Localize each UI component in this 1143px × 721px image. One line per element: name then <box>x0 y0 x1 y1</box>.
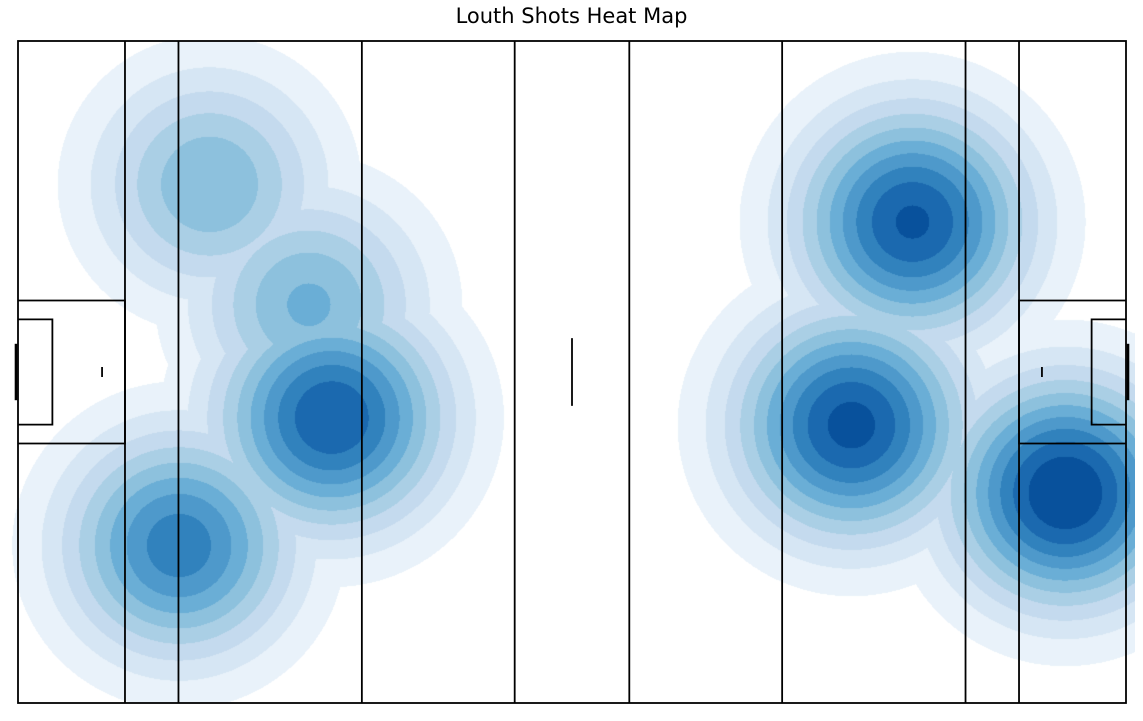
chart-title: Louth Shots Heat Map <box>455 4 688 28</box>
pitch-markings <box>14 40 1130 704</box>
small-rectangle-left <box>18 318 54 426</box>
large-rectangle-left <box>18 299 126 445</box>
pitch-boundary <box>17 40 1127 704</box>
large-rectangle-right <box>1018 299 1126 445</box>
small-rectangle-right <box>1090 318 1126 426</box>
